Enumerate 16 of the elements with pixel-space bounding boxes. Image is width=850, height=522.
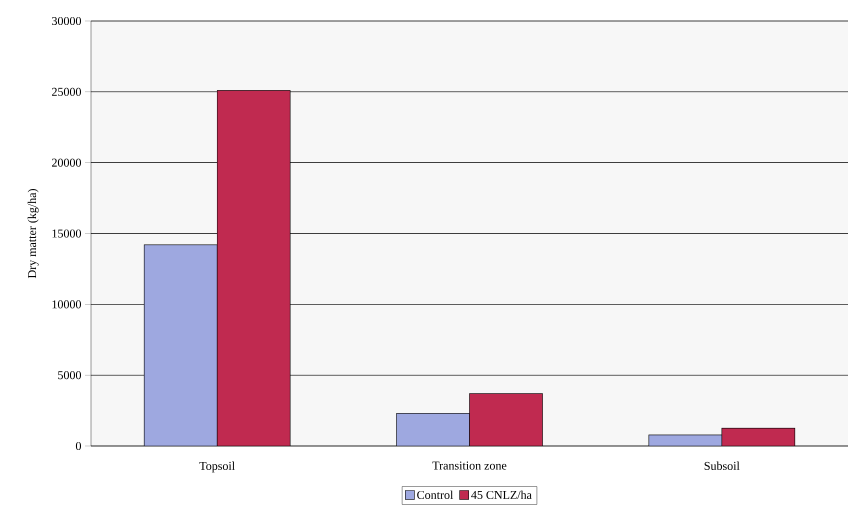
y-axis-title: Dry matter (kg/ha) [28,189,39,278]
y-tick-label: 10000 [52,300,82,308]
x-tick-label: Transition zone [432,462,506,470]
y-tick-label: 15000 [52,229,82,238]
bar [722,428,796,446]
legend-label: Control [417,490,454,500]
y-tick-label: 0 [76,442,82,450]
bar [470,394,543,446]
legend-label: 45 CNLZ/ha [471,490,532,500]
x-tick-label: Topsoil [199,462,235,472]
y-tick-label: 25000 [52,88,82,96]
y-tick-label: 30000 [52,16,82,26]
bar [217,90,290,446]
x-tick-label: Subsoil [704,462,740,470]
y-tick-label: 5000 [58,371,82,380]
y-tick-label: 20000 [52,158,82,167]
